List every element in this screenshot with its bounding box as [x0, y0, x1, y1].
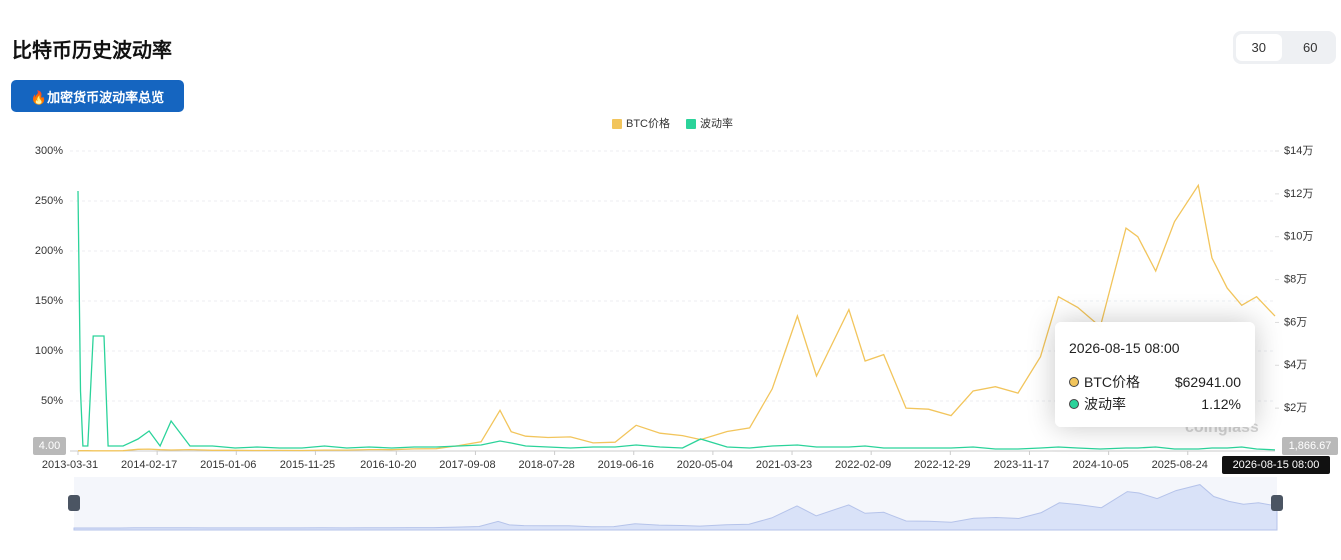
legend-swatch: [612, 119, 622, 129]
tooltip-title: 2026-08-15 08:00: [1069, 340, 1180, 356]
series-line: [77, 183, 1276, 452]
y2-pointer-label-bg: [1282, 437, 1338, 455]
tooltip-value: 1.12%: [1201, 396, 1241, 412]
tooltip-dot: [1069, 399, 1079, 409]
x-tick-label: 2019-06-16: [598, 459, 654, 471]
x-tick-label: 2018-07-28: [518, 459, 574, 471]
overview-button[interactable]: 🔥加密货币波动率总览: [11, 80, 184, 112]
y2-tick-label: $8万: [1284, 273, 1307, 285]
slider-handle[interactable]: [1271, 495, 1283, 511]
x-tick-label: 2015-11-25: [280, 459, 335, 471]
legend-swatch: [686, 119, 696, 129]
tooltip-row: 波动率 1.12%: [1069, 394, 1241, 414]
tooltip-row: BTC价格 $62941.00: [1069, 372, 1241, 392]
y2-tick-label: $14万: [1284, 145, 1313, 157]
x-tick-label: 2020-05-04: [677, 459, 733, 471]
x-tick-label: 2023-11-17: [994, 459, 1049, 471]
toggle-option[interactable]: 60: [1303, 40, 1318, 55]
y-pointer-label: 4.00: [39, 440, 60, 452]
y2-tick-label: $12万: [1284, 188, 1313, 200]
page-title: 比特币历史波动率: [12, 40, 172, 62]
toggle-option[interactable]: 30: [1236, 34, 1282, 61]
y2-tick-label: $4万: [1284, 359, 1307, 371]
tooltip-dot: [1069, 377, 1079, 387]
x-tick-label: 2022-02-09: [835, 459, 891, 471]
y-tick-label: 200%: [35, 245, 63, 257]
y2-tick-label: $10万: [1284, 231, 1313, 243]
y-tick-label: 250%: [35, 195, 63, 207]
x-tick-label: 2013-03-31: [42, 459, 98, 471]
y-tick-label: 50%: [41, 395, 63, 407]
x-tick-label: 2015-01-06: [200, 459, 256, 471]
x-tick-label: 2022-12-29: [914, 459, 970, 471]
tooltip-value: $62941.00: [1174, 374, 1241, 390]
tooltip-name: BTC价格: [1084, 374, 1140, 390]
y-pointer-label-bg: [33, 437, 66, 455]
y-tick-label: 100%: [35, 345, 63, 357]
x-tick-label: 2016-10-20: [360, 459, 416, 471]
y2-tick-label: $2万: [1284, 402, 1307, 414]
x-tick-label: 2021-03-23: [756, 459, 812, 471]
y-tick-label: 300%: [35, 145, 63, 157]
slider-handle[interactable]: [68, 495, 80, 511]
x-tick-label: 2025-08-24: [1152, 459, 1208, 471]
legend-label: BTC价格: [626, 116, 670, 130]
window-toggle: 30 60: [1233, 31, 1336, 64]
tooltip-name: 波动率: [1084, 396, 1126, 412]
y-tick-label: 150%: [35, 295, 63, 307]
y2-pointer-label: 1,866.67: [1289, 440, 1332, 452]
x-pointer-label: 2026-08-15 08:00: [1233, 459, 1320, 471]
x-tick-label: 2024-10-05: [1072, 459, 1128, 471]
y2-tick-label: $6万: [1284, 316, 1307, 328]
x-pointer-label-bg: [1222, 456, 1330, 474]
legend-label: 波动率: [700, 116, 733, 130]
x-tick-label: 2014-02-17: [121, 459, 177, 471]
series-line: [77, 190, 1276, 451]
x-tick-label: 2017-09-08: [439, 459, 495, 471]
tooltip: 2026-08-15 08:00 BTC价格 $62941.00 波动率 1.12%: [1055, 322, 1255, 427]
slider-area: [73, 484, 1278, 531]
